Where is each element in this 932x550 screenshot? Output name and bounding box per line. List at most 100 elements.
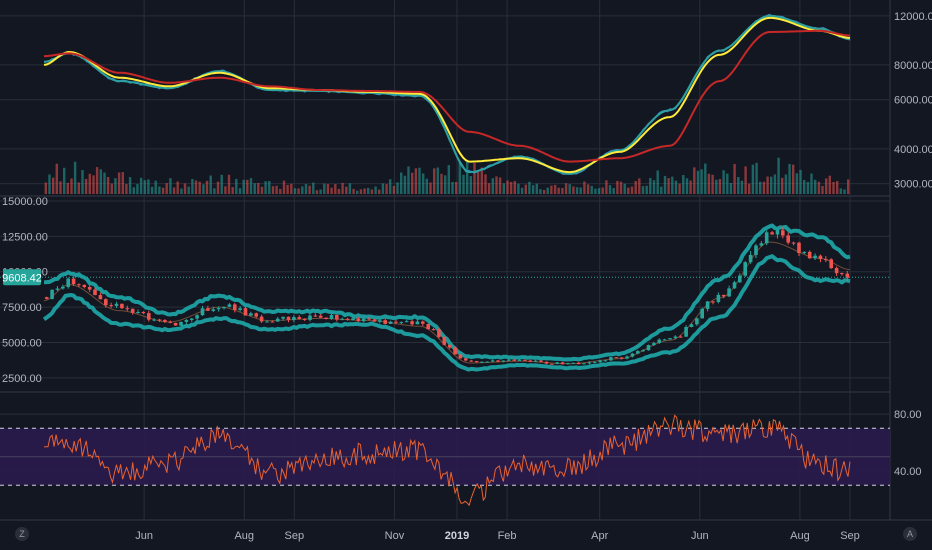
volume-bar [191,179,194,194]
volume-bar [825,178,828,194]
volume-bar [722,170,725,194]
candle-body [340,318,344,320]
candle-body [447,344,452,348]
volume-bar [718,179,722,194]
volume-bar [480,167,483,194]
volume-bar [297,188,300,194]
volume-bar [282,180,286,194]
time-axis-label: Nov [385,530,405,542]
candle-body [249,313,253,316]
candle-body [598,360,602,363]
volume-bar [279,188,282,194]
volume-bar [608,185,612,194]
volume-bar [249,178,253,194]
volume-bar [106,177,110,194]
candle-body [700,308,704,319]
volume-bar [286,184,289,194]
volume-bar [781,177,784,194]
volume-bar [117,172,121,194]
candle-body [657,339,661,343]
candle-body [378,320,382,322]
candle-body [754,245,758,255]
candle-body [335,315,339,320]
volume-bar [84,178,88,194]
candle-body [93,289,97,296]
candle-body [593,362,597,364]
candle-body [206,308,210,311]
volume-bar [627,187,630,194]
volume-bar [88,173,91,194]
candle-body [82,284,87,287]
candle-body [281,316,285,319]
candle-body [50,289,54,299]
auto-scale-icon[interactable]: A [903,527,917,541]
candle-body [152,319,156,321]
volume-bar [462,174,465,194]
candle-body [748,255,753,263]
volume-bar [246,179,249,194]
candle-body [781,230,785,236]
time-axis-label: Feb [498,530,517,542]
volume-bar [759,181,762,194]
candle-body [55,288,60,290]
last-price-tag-box [3,269,41,286]
volume-bar [150,186,154,194]
volume-bar [594,188,597,194]
candle-body [759,243,764,246]
volume-bar [667,178,670,194]
rsi-indicator [0,414,890,507]
volume-bar [407,166,410,194]
volume-bar [268,181,271,194]
volume-bar [711,174,714,194]
candle-body [157,319,162,321]
volume-bar [744,166,747,194]
volume-bar [770,176,773,194]
candle-body [431,329,436,331]
volume-bar [839,188,842,194]
volume-bar [517,183,520,194]
rsi-line [43,414,851,507]
volume-bar [506,180,509,194]
volume-bar [579,187,582,194]
candle-body [147,313,151,320]
volume-bar [231,187,234,194]
price-axis-label: 80.00 [894,409,922,421]
price-axis-label: 3000.00 [894,179,932,191]
last-price-label: 9608.42 [2,272,42,284]
volume-bar [139,177,143,194]
volume-bar [605,180,608,194]
volume-bar [678,183,681,194]
volume-bar [777,157,780,194]
volume-bar [128,177,132,194]
candle-body [474,361,479,363]
volume-bar [92,175,95,194]
candle-body [662,339,667,341]
candle-body [168,321,173,323]
volume-bar [546,187,549,194]
candle-body [61,286,65,289]
volume-bar [568,184,571,194]
volume-bar [429,182,432,194]
volume-bar [367,187,370,194]
volume-bar [586,184,590,194]
timezone-icon[interactable]: Z [15,527,29,541]
moving-averages [43,13,851,175]
volume-bar [99,169,102,194]
candle-body [619,357,624,359]
candle-body [566,363,570,365]
volume-bar [671,176,674,194]
candle-body [845,273,850,278]
candle-body [582,363,586,365]
candle-body [695,318,699,325]
candle-body [732,282,737,289]
candle-body [302,319,307,320]
candle-body [114,303,119,306]
candle-body [410,321,414,325]
candle-body [222,306,226,309]
volume-bar [590,185,593,194]
volume-bar [81,170,84,194]
volume-bar [619,181,623,194]
candle-body [372,319,377,322]
volume-bar [95,167,99,194]
